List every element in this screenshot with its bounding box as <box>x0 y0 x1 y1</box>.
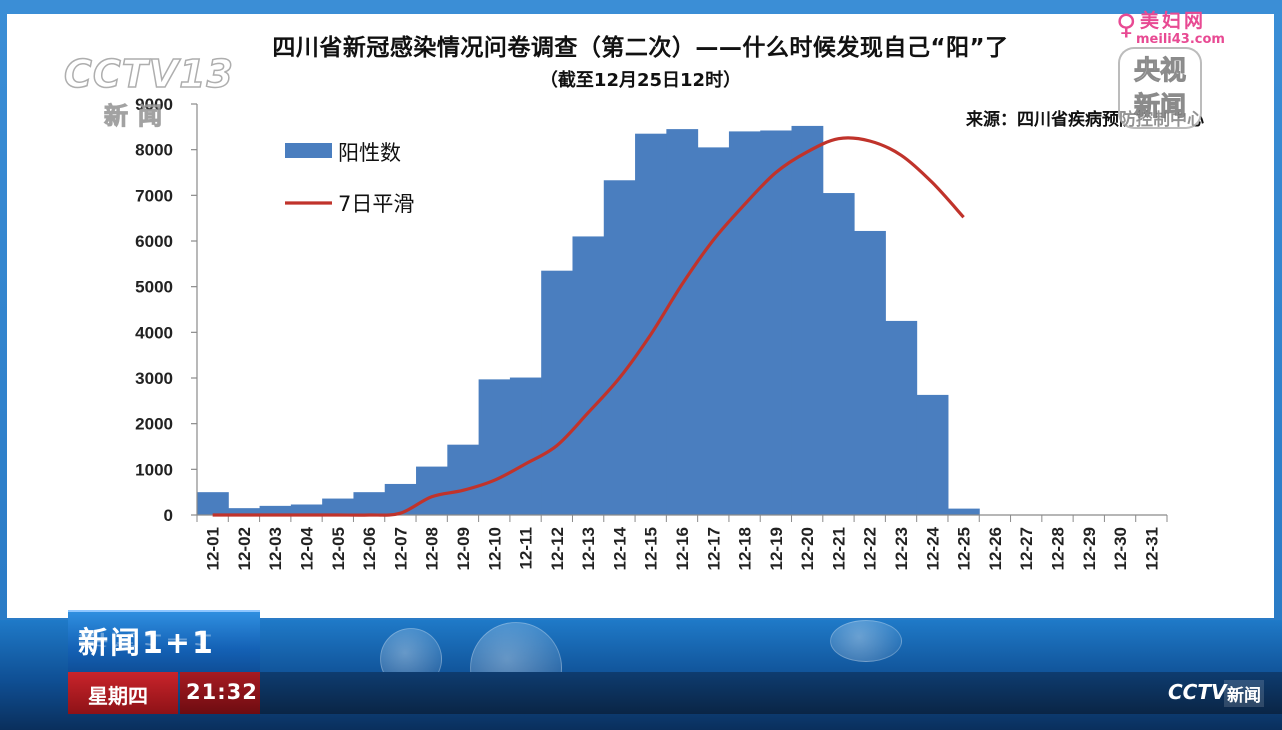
y-tick-label: 8000 <box>135 141 173 160</box>
x-tick-label: 12-08 <box>423 527 442 570</box>
bar <box>666 129 699 515</box>
bar <box>572 236 605 515</box>
x-tick-label: 12-28 <box>1048 527 1067 570</box>
x-tick-label: 12-19 <box>767 527 786 570</box>
x-tick-label: 12-07 <box>391 527 410 570</box>
bar <box>478 379 511 515</box>
watermark-name: 美妇网 <box>1140 10 1207 32</box>
x-tick-label: 12-13 <box>579 527 598 570</box>
x-tick-label: 12-12 <box>548 527 567 570</box>
x-tick-label: 12-06 <box>360 527 379 570</box>
x-tick-label: 12-05 <box>329 527 348 570</box>
x-tick-label: 12-02 <box>235 527 254 570</box>
bar <box>290 504 323 515</box>
x-tick-label: 12-26 <box>986 527 1005 570</box>
bar <box>947 508 980 515</box>
x-tick-label: 12-22 <box>861 527 880 570</box>
program-name: 新闻1+1 <box>78 626 215 661</box>
y-tick-label: 3000 <box>135 369 173 388</box>
bar <box>353 492 386 515</box>
y-tick-label: 2000 <box>135 415 173 434</box>
y-tick-label: 0 <box>164 506 173 525</box>
x-tick-label: 12-30 <box>1111 527 1130 570</box>
x-tick-label: 12-10 <box>485 527 504 570</box>
legend-swatch-bars <box>285 143 332 158</box>
bar <box>603 180 636 515</box>
x-tick-label: 12-01 <box>204 527 223 570</box>
cctv-news-corner-logo: CCTV 新闻 <box>1168 678 1278 708</box>
bar <box>916 394 949 515</box>
x-tick-label: 12-24 <box>923 526 942 570</box>
bar <box>384 483 417 515</box>
x-tick-label: 12-20 <box>798 527 817 570</box>
x-tick-label: 12-18 <box>736 527 755 570</box>
x-tick-label: 12-04 <box>298 526 317 570</box>
bar <box>197 492 229 515</box>
program-name-reflection: 新闻1+1 <box>78 630 215 649</box>
cctv13-logo-text: CCTV13 <box>63 51 234 97</box>
yangshi-news-logo: 央视新闻 <box>1118 47 1202 129</box>
weekday-label: 星期四 <box>88 684 148 708</box>
decorative-bubble <box>830 620 902 662</box>
legend-label-bars: 阳性数 <box>338 141 401 165</box>
x-tick-label: 12-23 <box>892 527 911 570</box>
clock-box: 21:32 <box>180 672 260 714</box>
x-tick-label: 12-16 <box>673 527 692 570</box>
x-tick-label: 12-09 <box>454 527 473 570</box>
bar <box>259 505 292 515</box>
y-tick-label: 4000 <box>135 323 173 342</box>
smoothed-line <box>212 136 965 517</box>
news-ticker-bar <box>260 672 1282 714</box>
bar <box>760 130 793 515</box>
bar <box>885 320 918 515</box>
chart-subtitle: （截至12月25日12时） <box>539 70 742 91</box>
x-tick-label: 12-31 <box>1142 527 1161 570</box>
x-tick-label: 12-17 <box>704 527 723 570</box>
y-tick-label: 1000 <box>135 460 173 479</box>
cctv13-channel-logo: CCTV13 新闻 <box>63 51 234 132</box>
clock-time: 21:32 <box>186 680 258 704</box>
watermark-url: meili43.com <box>1136 32 1225 47</box>
x-tick-label: 12-11 <box>517 527 536 570</box>
site-watermark: ♀ 美妇网 meili43.com <box>1116 6 1276 54</box>
bar <box>228 508 261 515</box>
cctv13-logo-subtext: 新闻 <box>104 102 172 131</box>
bar <box>322 498 354 515</box>
x-tick-label: 12-27 <box>1017 527 1036 570</box>
y-tick-label: 7000 <box>135 186 173 205</box>
y-tick-label: 9000 <box>135 95 173 114</box>
yangshi-logo-text: 央视新闻 <box>1133 56 1186 123</box>
bar <box>822 193 855 516</box>
bar <box>854 230 886 515</box>
corner-logo-news: 新闻 <box>1224 680 1264 707</box>
bar <box>416 466 448 515</box>
bar <box>635 133 667 515</box>
chart-title: 四川省新冠感染情况问卷调查（第二次）——什么时候发现自己“阳”了 <box>272 35 1009 61</box>
weekday-box: 星期四 <box>68 672 178 714</box>
x-tick-label: 12-21 <box>829 527 848 570</box>
bar <box>728 131 761 515</box>
x-tick-label: 12-14 <box>610 526 629 570</box>
bar <box>509 377 542 515</box>
program-logo: 新闻1+1 新闻1+1 <box>68 610 260 674</box>
x-tick-label: 12-29 <box>1080 527 1099 570</box>
bar <box>541 270 573 515</box>
x-tick-label: 12-15 <box>642 527 661 570</box>
bar-line-chart: 0 1000 2000 3000 4000 5000 6000 7000 8000 9000 12-… <box>135 95 1168 570</box>
bar <box>697 147 730 515</box>
corner-logo-cctv: CCTV <box>1168 680 1227 704</box>
x-tick-label: 12-03 <box>266 527 285 570</box>
watermark-figure-icon: ♀ <box>1116 8 1137 41</box>
bar <box>447 444 480 515</box>
legend-label-line: 7日平滑 <box>338 192 414 216</box>
y-tick-label: 6000 <box>135 232 173 251</box>
bar <box>791 125 824 516</box>
x-tick-label: 12-25 <box>955 527 974 570</box>
y-tick-label: 5000 <box>135 278 173 297</box>
